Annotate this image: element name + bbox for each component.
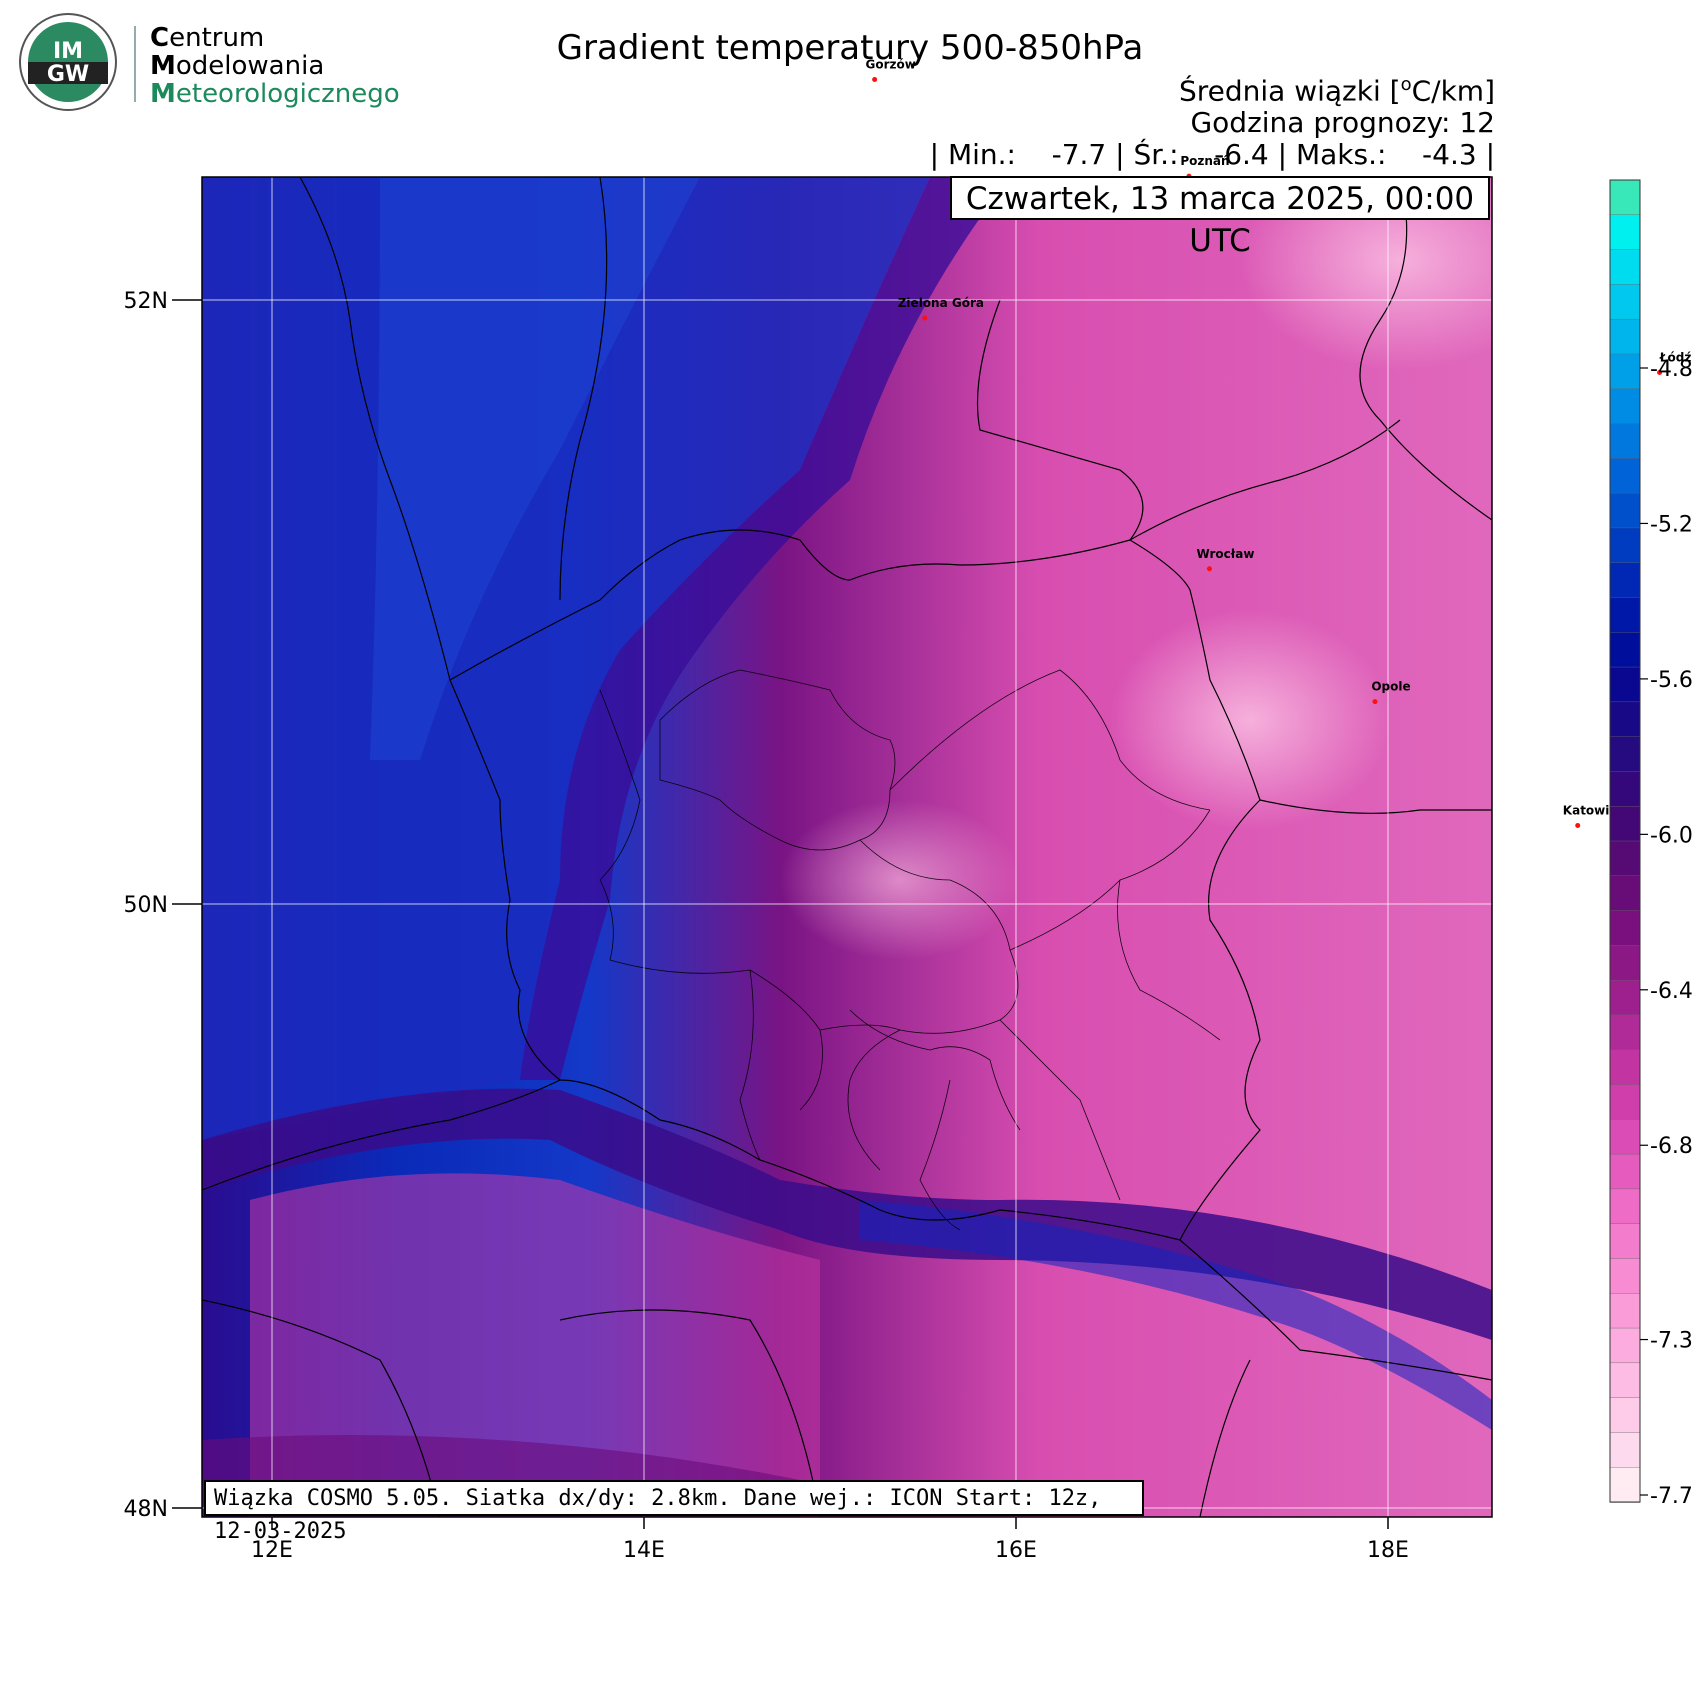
map-axes: 12E14E16E18E20E22E24E56N54N52N50N48N (124, 289, 1409, 1563)
colorbar-swatch (1609, 1153, 1641, 1190)
city-label: Gorzów (865, 58, 915, 72)
colorbar-swatch (1609, 875, 1641, 912)
city-label: Łódź (1659, 350, 1692, 364)
colorbar-swatch (1609, 945, 1641, 981)
colorbar-label: -5.2 (1650, 512, 1693, 537)
colorbar-swatch (1609, 318, 1641, 355)
colorbar-label: -6.4 (1650, 979, 1693, 1004)
colorbar-label: -6.0 (1650, 823, 1693, 848)
org-name-line-1: Centrum (150, 23, 265, 53)
city-marker (1206, 566, 1212, 572)
logo-text-top: IM (53, 39, 83, 64)
colorbar-swatch (1609, 1188, 1641, 1225)
colorbar-swatch (1609, 1258, 1641, 1294)
city-label: Poznań (1180, 154, 1229, 168)
colorbar-swatch (1609, 1432, 1641, 1468)
colorbar-swatch (1609, 1467, 1641, 1503)
lon-label: 16E (995, 1538, 1037, 1563)
city-marker (1657, 369, 1663, 375)
map-subtitle: Średnia wiązki [oC/km] (1178, 74, 1495, 108)
map-title: Gradient temperatury 500-850hPa (556, 28, 1144, 68)
colorbar-swatch (1609, 1049, 1641, 1086)
colorbar-swatch (1609, 1084, 1641, 1121)
lat-label: 48N (124, 1497, 168, 1522)
colorbar-label: -5.6 (1650, 668, 1693, 693)
org-name-line-3: Meteorologicznego (150, 79, 400, 109)
colorbar: -4.8 -5.2 -5.6 -6.0 -6.4 -6.8 -7.3 -7.7 (1609, 179, 1693, 1509)
colorbar-swatch (1609, 1223, 1641, 1260)
colorbar-swatch (1609, 214, 1641, 251)
colorbar-swatch (1609, 492, 1641, 529)
colorbar-swatch (1609, 353, 1641, 390)
colorbar-swatch (1609, 1119, 1641, 1155)
lon-label: 18E (1367, 1538, 1409, 1563)
colorbar-label: -7.3 (1650, 1329, 1693, 1354)
imgw-logo-icon: IM GW (19, 13, 117, 111)
lon-label: 12E (251, 1538, 293, 1563)
city-label: Wrocław (1196, 547, 1254, 561)
cities-layer: GdańskSuwałkiOlsztynBiałystokSzczecinByd… (865, 58, 1692, 828)
stats-line: | Min.: -7.7 | Śr.: -6.4 | Maks.: -4.3 | (929, 138, 1495, 171)
colorbar-swatch (1609, 1397, 1641, 1434)
lon-label: 14E (623, 1538, 665, 1563)
colorbar-swatch (1609, 284, 1641, 320)
colorbar-swatch (1609, 736, 1641, 773)
city-marker (1575, 822, 1581, 828)
colorbar-swatch (1609, 1014, 1641, 1051)
region-borders (599, 669, 1221, 1231)
colorbar-label: -7.7 (1650, 1484, 1693, 1509)
colorbar-swatch (1609, 179, 1641, 216)
org-separator (134, 26, 136, 102)
colorbar-swatch (1609, 1327, 1641, 1364)
date-box: Czwartek, 13 marca 2025, 00:00 UTC (950, 176, 1490, 259)
colorbar-label: -4.8 (1650, 357, 1693, 382)
logo-text-bottom: GW (47, 62, 89, 87)
colorbar-swatch (1609, 1362, 1641, 1399)
colorbar-swatch (1609, 597, 1641, 633)
colorbar-swatch (1609, 249, 1641, 286)
colorbar-swatch (1609, 1293, 1641, 1329)
colorbar-swatch (1609, 632, 1641, 668)
city-marker (1372, 699, 1378, 705)
colorbar-swatch (1609, 388, 1641, 425)
colorbar-swatch (1609, 423, 1641, 460)
org-name-line-2: Modelowania (150, 51, 325, 81)
colorbar-swatch (1609, 910, 1641, 947)
temperature-field (202, 177, 1492, 1517)
city-label: Opole (1371, 680, 1410, 694)
model-info-footer: Wiązka COSMO 5.05. Siatka dx/dy: 2.8km. … (204, 1480, 1144, 1544)
colorbar-swatch (1609, 458, 1641, 494)
forecast-hour: Godzina prognozy: 12 (1190, 106, 1495, 139)
colorbar-swatch (1609, 806, 1641, 842)
city-marker (922, 315, 928, 321)
colorbar-swatch (1609, 562, 1641, 599)
city-label: Zielona Góra (898, 296, 984, 310)
colorbar-swatch (1609, 771, 1641, 807)
map-frame (201, 176, 1493, 1518)
country-borders (202, 177, 1492, 1517)
city-marker (872, 77, 878, 83)
colorbar-swatch (1609, 527, 1641, 564)
colorbar-swatch (1609, 840, 1641, 877)
colorbar-swatch (1609, 701, 1641, 738)
city-label: Katowice (1563, 803, 1625, 817)
lat-label: 50N (124, 893, 168, 918)
colorbar-swatch (1609, 979, 1641, 1016)
colorbar-frame (1609, 179, 1641, 1503)
lat-label: 52N (124, 289, 168, 314)
colorbar-swatch (1609, 666, 1641, 703)
colorbar-label: -6.8 (1650, 1134, 1693, 1159)
